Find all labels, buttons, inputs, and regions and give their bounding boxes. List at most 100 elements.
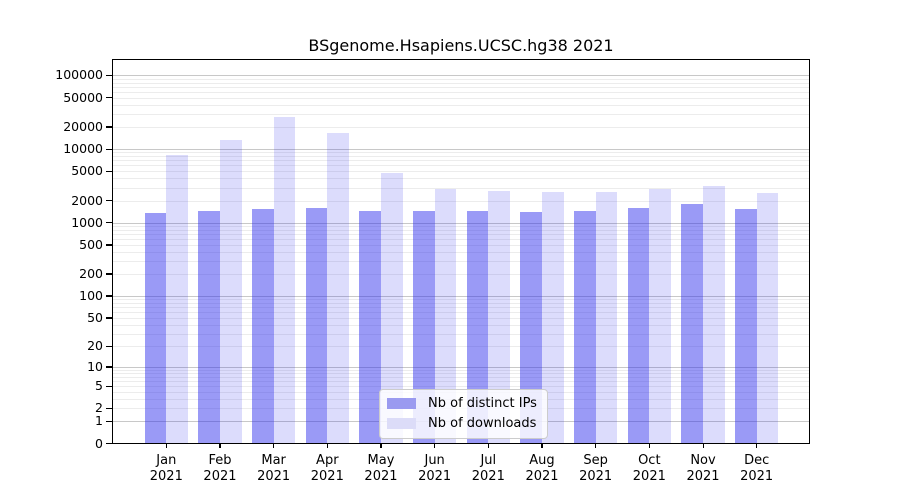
y-tick-label: 100	[79, 287, 103, 303]
minor-gridline	[112, 333, 810, 335]
y-tick-label: 10	[87, 358, 103, 374]
y-tick-label: 20000	[63, 118, 103, 134]
minor-gridline	[112, 82, 810, 84]
minor-gridline	[112, 104, 810, 106]
minor-gridline	[112, 97, 810, 99]
legend-swatch-downloads	[387, 418, 416, 429]
x-tick	[487, 444, 490, 448]
y-tick	[106, 273, 112, 275]
minor-gridline	[112, 226, 810, 228]
y-tick	[106, 244, 112, 246]
minor-gridline	[112, 200, 810, 202]
y-tick	[106, 170, 112, 173]
x-tick-label: Apr 2021	[310, 453, 344, 484]
major-gridline	[112, 295, 810, 297]
y-tick	[106, 148, 112, 150]
minor-gridline	[112, 178, 810, 180]
y-tick	[106, 126, 112, 128]
legend: Nb of distinct IPs Nb of downloads	[379, 389, 548, 439]
chart-title: BSgenome.Hsapiens.UCSC.hg38 2021	[308, 36, 614, 55]
x-tick-label: Dec 2021	[740, 453, 774, 484]
bar-downloads	[327, 133, 350, 444]
plot-area	[112, 59, 810, 444]
x-tick-label: Nov 2021	[686, 453, 720, 484]
x-tick	[702, 444, 704, 448]
y-tick	[106, 385, 112, 388]
legend-label-distinct-ips: Nb of distinct IPs	[428, 396, 537, 411]
minor-gridline	[112, 303, 810, 305]
minor-gridline	[112, 238, 810, 240]
bar-downloads	[541, 192, 564, 444]
y-tick-label: 0	[95, 435, 103, 451]
minor-gridline	[112, 152, 810, 154]
bar-distinct-ips	[466, 210, 489, 444]
y-tick	[106, 366, 112, 368]
y-tick-label: 1	[95, 413, 103, 429]
bar-downloads	[488, 190, 511, 444]
minor-gridline	[112, 386, 810, 388]
y-tick	[106, 97, 112, 99]
bar-downloads	[649, 188, 672, 444]
x-tick	[165, 444, 168, 448]
bar-downloads	[703, 185, 725, 444]
minor-gridline	[112, 377, 810, 379]
x-tick-label: Oct 2021	[632, 453, 666, 484]
minor-gridline	[112, 299, 810, 301]
bar-downloads	[273, 116, 296, 444]
x-tick	[380, 444, 382, 448]
minor-gridline	[112, 165, 810, 167]
bar-downloads	[219, 139, 242, 444]
minor-gridline	[112, 160, 810, 162]
bar-downloads	[166, 154, 189, 444]
x-tick-label: Feb 2021	[203, 453, 237, 484]
minor-gridline	[112, 346, 810, 348]
x-tick-label: Jul 2021	[471, 453, 505, 484]
bar-distinct-ips	[198, 211, 220, 444]
x-tick	[326, 444, 329, 448]
major-gridline	[112, 149, 810, 151]
minor-gridline	[112, 324, 810, 326]
y-tick-label: 10000	[63, 141, 103, 157]
major-gridline	[112, 75, 810, 77]
minor-gridline	[112, 156, 810, 158]
x-tick	[756, 444, 758, 448]
bar-distinct-ips	[144, 213, 167, 444]
x-tick-label: Sep 2021	[579, 453, 613, 484]
bar-downloads	[434, 188, 457, 444]
minor-gridline	[112, 126, 810, 128]
y-tick	[106, 345, 112, 347]
bar-distinct-ips	[412, 211, 435, 444]
legend-entry-downloads: Nb of downloads	[387, 415, 537, 432]
y-tick-label: 2	[95, 400, 103, 416]
x-tick	[648, 444, 651, 448]
minor-gridline	[112, 369, 810, 371]
y-tick-label: 20	[87, 338, 103, 354]
x-tick	[273, 444, 275, 448]
minor-gridline	[112, 251, 810, 253]
x-tick	[434, 444, 436, 448]
bar-distinct-ips	[573, 211, 596, 444]
x-tick-label: Aug 2021	[525, 453, 559, 484]
bar-downloads	[380, 173, 403, 444]
x-tick	[595, 444, 597, 448]
bar-distinct-ips	[627, 208, 650, 444]
minor-gridline	[112, 373, 810, 375]
minor-gridline	[112, 261, 810, 263]
y-tick	[106, 317, 112, 319]
bar-distinct-ips	[305, 207, 328, 444]
minor-gridline	[112, 78, 810, 80]
bar-distinct-ips	[734, 208, 757, 444]
y-tick	[106, 407, 112, 410]
y-tick-label: 5000	[71, 163, 103, 179]
minor-gridline	[112, 307, 810, 309]
bar-downloads	[756, 192, 779, 444]
x-tick-label: May 2021	[364, 453, 398, 484]
y-tick-label: 50	[87, 309, 103, 325]
minor-gridline	[112, 317, 810, 319]
y-tick	[106, 74, 112, 77]
minor-gridline	[112, 234, 810, 236]
y-tick-label: 5	[95, 378, 103, 394]
minor-gridline	[112, 381, 810, 383]
x-tick-label: Mar 2021	[257, 453, 291, 484]
y-tick-label: 500	[79, 236, 103, 252]
